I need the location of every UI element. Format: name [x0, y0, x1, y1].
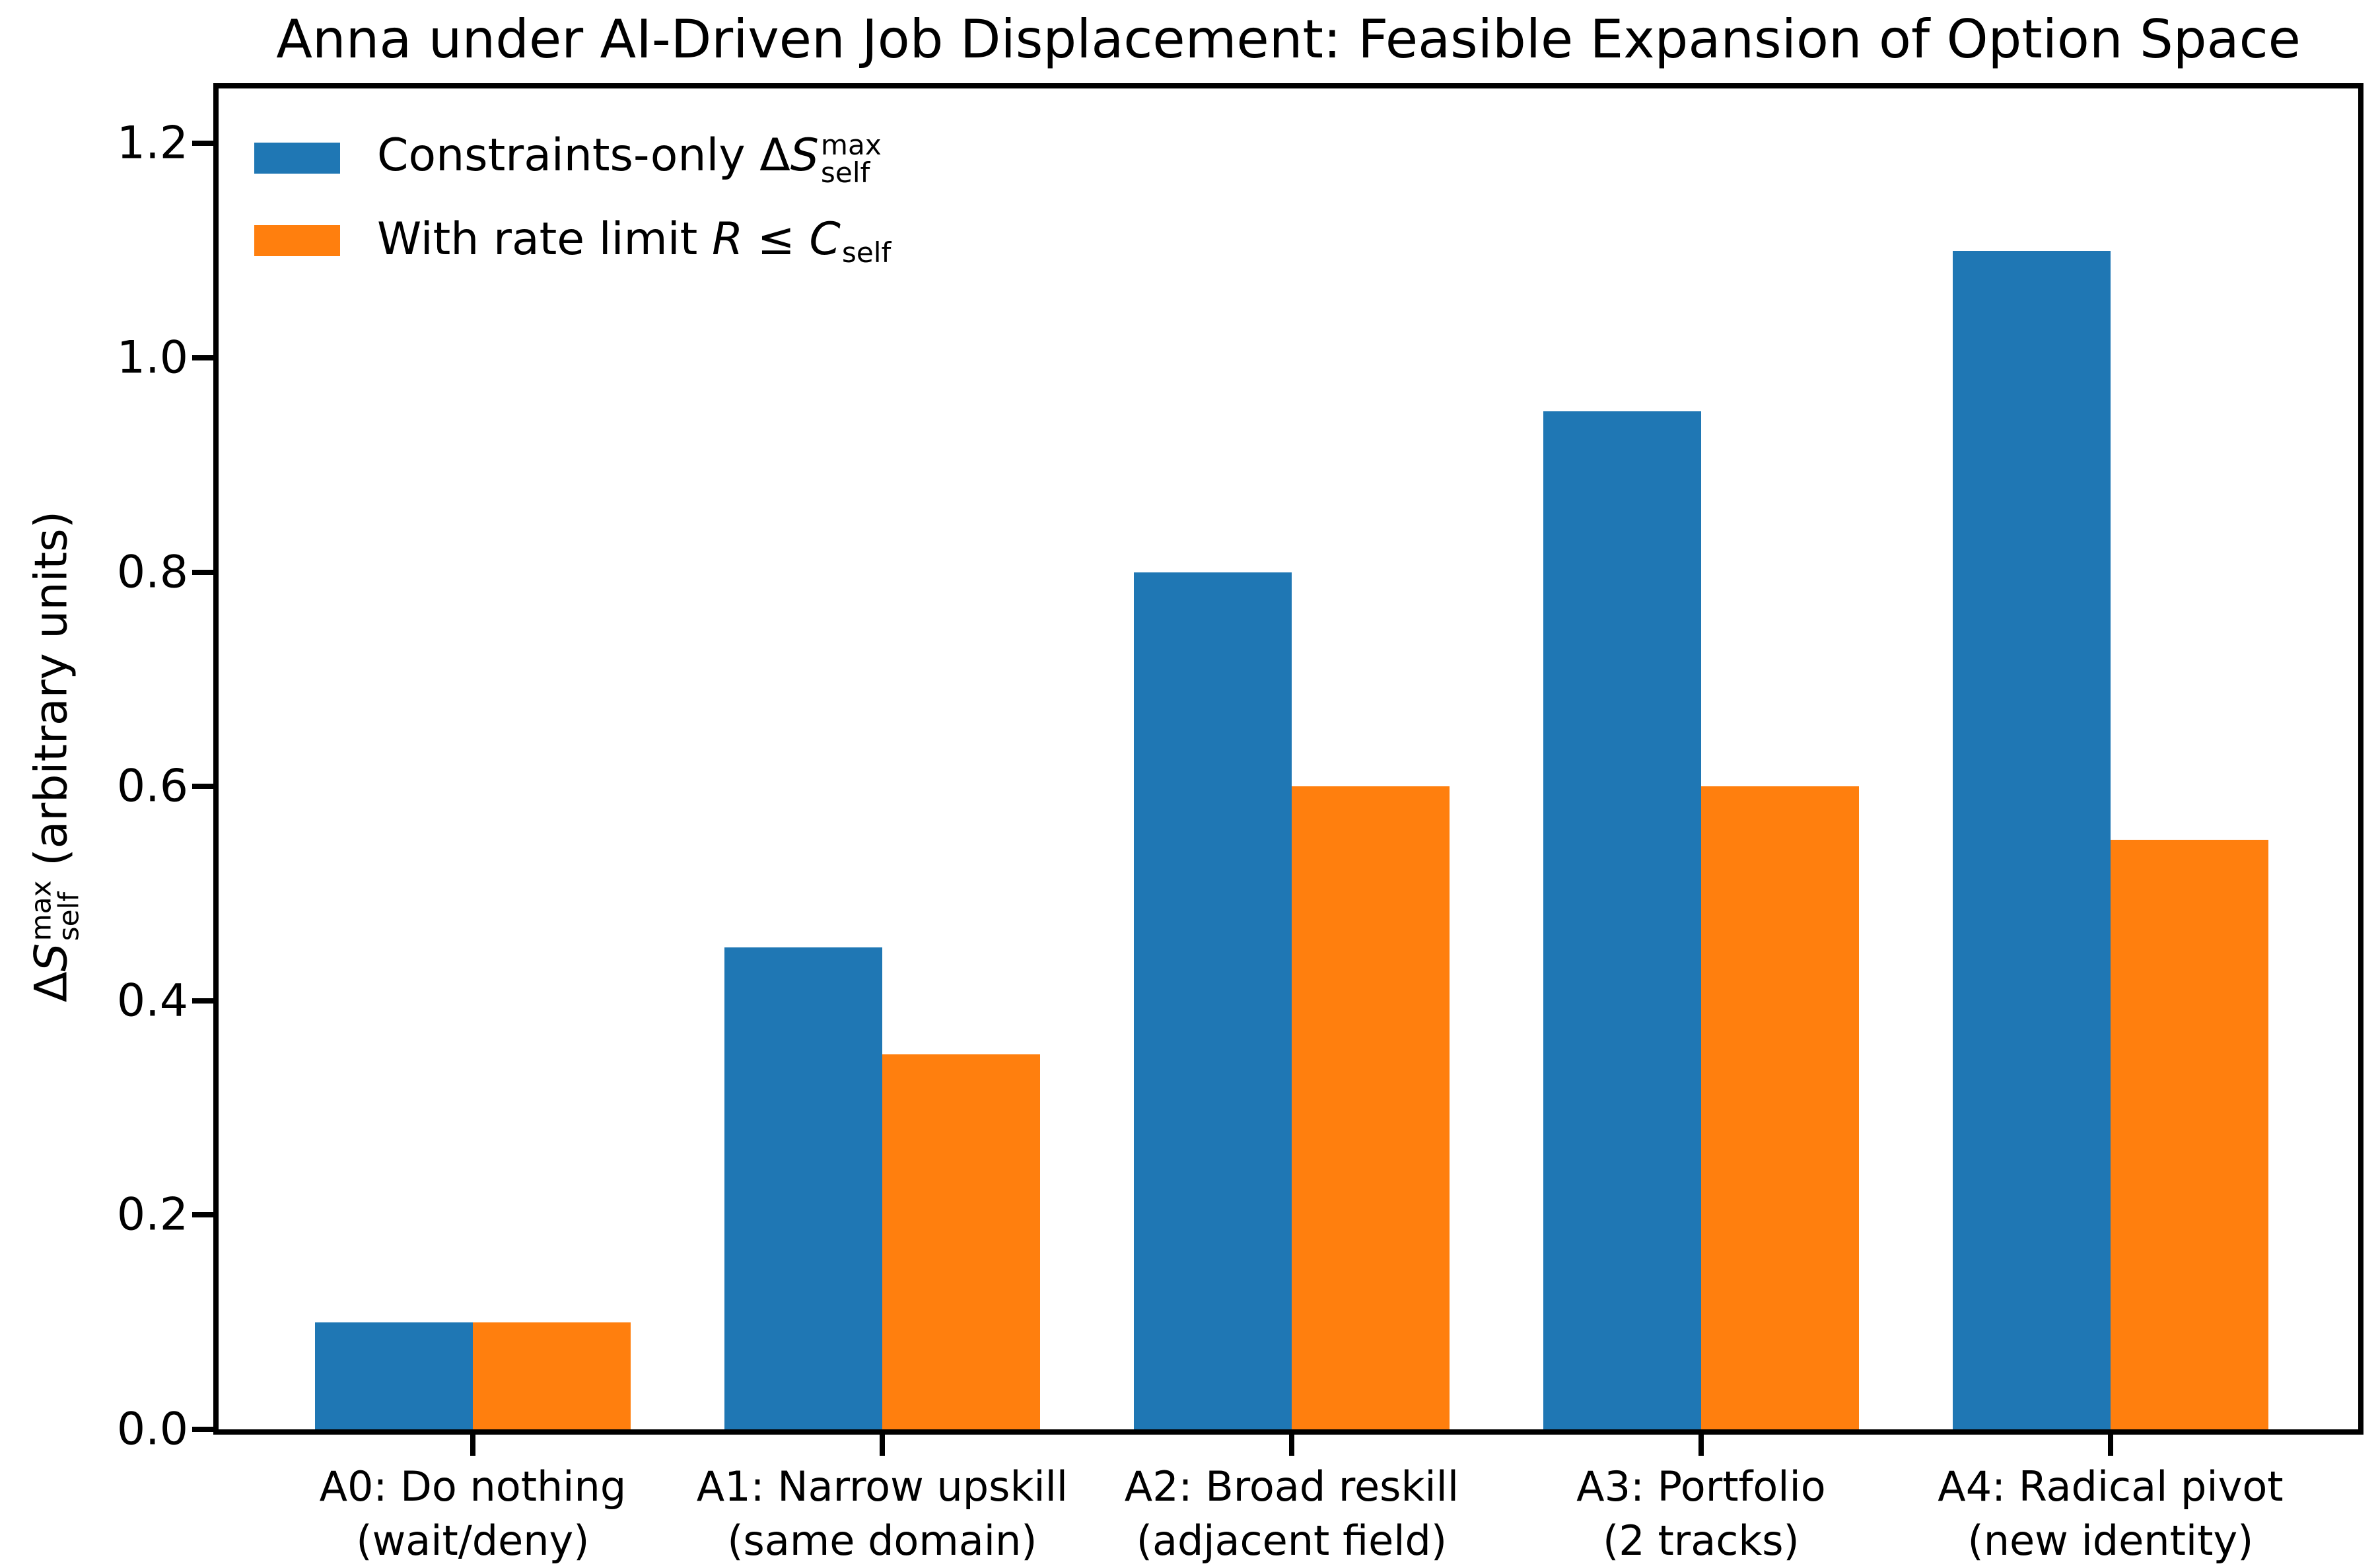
x-tick-label-line: (same domain)	[727, 1516, 1037, 1565]
plot-area: Constraints-only ΔS max self With rate limi…	[117, 83, 2363, 1565]
x-tick-label-line: A4: Radical pivot	[1938, 1462, 2284, 1511]
y-tick-mark	[192, 1427, 213, 1432]
x-tick-label: A4: Radical pivot (new identity)	[1938, 1460, 2283, 1568]
x-tick-label-line: (adjacent field)	[1136, 1516, 1448, 1565]
bar	[1952, 250, 2111, 1429]
y-tick-mark	[192, 569, 213, 575]
bar	[1133, 572, 1292, 1429]
text-segment: (arbitrary units)	[25, 510, 78, 881]
x-tick-label-line: (2 tracks)	[1603, 1516, 1800, 1565]
y-tick-mark	[192, 998, 213, 1004]
y-tick-mark	[192, 355, 213, 361]
y-tick-label: 0.2	[116, 1188, 188, 1241]
text-segment: Constraints-only Δ	[377, 129, 790, 182]
x-tick-label-line: A0: Do nothing	[319, 1462, 627, 1511]
subscript: self	[841, 236, 892, 269]
script-stack: max self	[24, 880, 85, 941]
bar	[2110, 840, 2268, 1429]
text-segment: S	[25, 943, 78, 972]
x-tick-label: A3: Portfolio (2 tracks)	[1576, 1460, 1826, 1568]
bar	[724, 947, 882, 1429]
text-segment: Δ	[25, 971, 78, 1003]
y-tick-label: 0.8	[116, 546, 188, 599]
x-tick-label-line: A3: Portfolio	[1576, 1462, 1826, 1511]
x-tick-mark	[1288, 1435, 1294, 1456]
legend: Constraints-only ΔS max self With rate limi…	[254, 129, 891, 295]
bar	[314, 1322, 473, 1429]
text-segment: With rate limit	[377, 213, 712, 265]
x-tick-label-line: A1: Narrow upskill	[696, 1462, 1068, 1511]
x-tick-label: A1: Narrow upskill (same domain)	[697, 1460, 1068, 1568]
bar	[1543, 411, 1701, 1429]
x-tick-label-line: A2: Broad reskill	[1124, 1462, 1459, 1511]
bar	[882, 1054, 1040, 1429]
chart-title: Anna under AI-Driven Job Displacement: F…	[276, 9, 2301, 70]
x-tick-mark	[879, 1435, 885, 1456]
y-tick-label: 0.4	[116, 974, 188, 1027]
x-tick-label-line: (wait/deny)	[356, 1516, 590, 1565]
legend-item: With rate limit R ≤ Cself	[254, 213, 891, 269]
x-tick-mark	[1698, 1435, 1704, 1456]
y-tick-label: 1.0	[116, 331, 188, 384]
legend-label: With rate limit R ≤ Cself	[377, 213, 891, 269]
y-tick-label: 0.0	[116, 1403, 188, 1456]
y-tick-mark	[192, 141, 213, 147]
y-tick-mark	[192, 784, 213, 790]
bar	[1700, 786, 1859, 1429]
script-stack: max self	[820, 128, 882, 189]
legend-swatch	[254, 225, 340, 257]
legend-item: Constraints-only ΔS max self	[254, 129, 891, 187]
legend-label: Constraints-only ΔS max self	[377, 129, 882, 187]
y-axis-label: ΔS max self (arbitrary units)	[24, 510, 85, 1003]
text-segment: C	[809, 213, 841, 265]
x-tick-mark	[470, 1435, 475, 1456]
x-tick-label-line: (new identity)	[1967, 1516, 2254, 1565]
x-tick-mark	[2107, 1435, 2113, 1456]
text-segment: R	[711, 213, 744, 265]
text-segment: ≤	[743, 213, 810, 265]
bar	[472, 1322, 631, 1429]
bar	[1291, 786, 1450, 1429]
x-tick-label: A2: Broad reskill (adjacent field)	[1125, 1460, 1459, 1568]
x-tick-label: A0: Do nothing (wait/deny)	[320, 1460, 627, 1568]
y-tick-label: 1.2	[116, 117, 188, 170]
text-segment: S	[790, 129, 819, 182]
legend-swatch	[254, 142, 340, 174]
y-tick-mark	[192, 1212, 213, 1218]
y-tick-label: 0.6	[116, 760, 188, 813]
